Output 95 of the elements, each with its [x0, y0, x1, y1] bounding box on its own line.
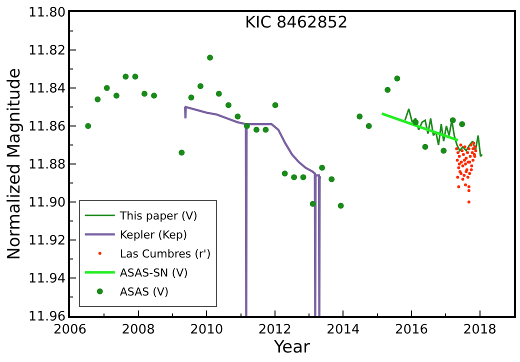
legend-label: Las Cumbres (r'): [120, 248, 211, 261]
legend-label: ASAS (V): [120, 286, 169, 299]
y-tick-label: 11.94: [28, 272, 66, 287]
y-tick-label: 11.90: [28, 196, 66, 211]
point: [253, 126, 260, 133]
point: [151, 92, 158, 99]
point: [440, 148, 447, 154]
y-tick-label: 11.80: [28, 6, 66, 21]
x-tick-label: 2016: [394, 322, 428, 338]
legend-label: This paper (V): [118, 210, 198, 223]
point: [207, 54, 214, 61]
point: [467, 189, 470, 192]
chart-title: KIC 8462852: [245, 12, 348, 32]
point: [466, 151, 470, 154]
point: [470, 164, 474, 168]
point: [319, 164, 326, 171]
legend-label: Kepler (Kep): [120, 228, 188, 242]
point: [291, 174, 298, 180]
point: [460, 160, 463, 164]
point: [456, 151, 460, 154]
point: [469, 144, 472, 146]
point: [457, 166, 460, 170]
point: [422, 144, 428, 150]
point: [464, 183, 467, 186]
point: [113, 92, 120, 99]
x-tick-label: 2010: [190, 322, 224, 338]
y-tick-label: 11.88: [28, 158, 66, 173]
point: [310, 200, 316, 207]
y-tick-label: 11.82: [28, 44, 66, 59]
point: [462, 153, 465, 156]
point: [456, 176, 460, 179]
point: [468, 172, 472, 175]
x-tick-label: 2008: [122, 322, 155, 338]
point: [472, 142, 476, 145]
point: [328, 176, 335, 182]
point: [188, 94, 194, 100]
point: [244, 123, 250, 129]
point: [474, 145, 477, 148]
point: [356, 114, 363, 120]
point: [468, 154, 472, 158]
x-tick-label: 2014: [326, 322, 360, 338]
point: [464, 162, 467, 166]
y-tick-label: 11.92: [28, 234, 66, 249]
point: [472, 147, 475, 150]
point: [460, 149, 464, 152]
point: [456, 158, 459, 162]
x-tick-label: 2018: [463, 322, 496, 338]
point: [467, 185, 470, 188]
point: [470, 168, 473, 172]
point: [216, 90, 222, 97]
point: [455, 147, 458, 150]
point: [461, 164, 464, 168]
x-tick-label: 2012: [258, 322, 292, 338]
y-tick-label: 11.86: [28, 120, 66, 135]
point: [457, 185, 460, 188]
point: [300, 174, 306, 180]
legend-label: ASAS-SN (V): [120, 266, 188, 280]
point: [132, 74, 138, 80]
point: [458, 162, 461, 166]
y-tick-label: 11.96: [28, 310, 66, 325]
point: [450, 117, 456, 124]
point: [474, 149, 478, 152]
point: [282, 170, 288, 176]
point: [122, 74, 129, 80]
point: [459, 144, 462, 146]
point: [462, 174, 466, 177]
point: [472, 158, 475, 162]
x-axis-title: Year: [273, 337, 310, 358]
line-series: [404, 108, 484, 158]
point: [178, 150, 185, 156]
point: [462, 158, 466, 162]
point: [366, 123, 372, 129]
y-axis-title: Normalized Magnitude: [4, 68, 24, 260]
point: [463, 145, 466, 148]
point: [459, 121, 466, 128]
point: [467, 200, 470, 204]
point: [141, 90, 148, 97]
point: [461, 178, 464, 181]
point: [197, 83, 204, 90]
point: [272, 102, 278, 108]
point: [338, 202, 344, 209]
point: [85, 123, 92, 129]
point: [394, 76, 400, 82]
point: [467, 147, 470, 150]
point: [458, 154, 461, 158]
point: [384, 86, 391, 93]
point: [234, 114, 241, 120]
point: [466, 176, 470, 179]
point: [104, 85, 110, 91]
point: [94, 96, 101, 102]
point: [262, 126, 269, 133]
point: [412, 119, 419, 126]
point: [225, 102, 232, 108]
y-tick-label: 11.84: [28, 82, 66, 97]
x-tick-label: 2006: [53, 322, 87, 338]
